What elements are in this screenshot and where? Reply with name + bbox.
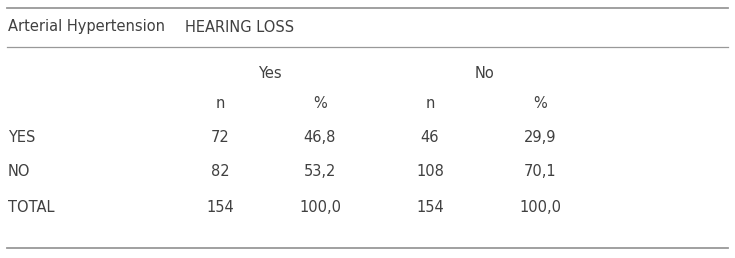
Text: 53,2: 53,2 [304, 165, 336, 180]
Text: TOTAL: TOTAL [8, 200, 54, 215]
Text: %: % [313, 95, 327, 110]
Text: 82: 82 [211, 165, 229, 180]
Text: 154: 154 [416, 200, 444, 215]
Text: n: n [215, 95, 225, 110]
Text: 46,8: 46,8 [304, 131, 336, 146]
Text: n: n [426, 95, 434, 110]
Text: 108: 108 [416, 165, 444, 180]
Text: 70,1: 70,1 [523, 165, 556, 180]
Text: 29,9: 29,9 [524, 131, 556, 146]
Text: 154: 154 [206, 200, 234, 215]
Text: No: No [475, 66, 495, 80]
Text: NO: NO [8, 165, 30, 180]
Text: 100,0: 100,0 [519, 200, 561, 215]
Text: Arterial Hypertension: Arterial Hypertension [8, 20, 165, 35]
Text: 72: 72 [211, 131, 229, 146]
Text: Yes: Yes [258, 66, 282, 80]
Text: 46: 46 [420, 131, 440, 146]
Text: HEARING LOSS: HEARING LOSS [185, 20, 294, 35]
Text: YES: YES [8, 131, 35, 146]
Text: %: % [533, 95, 547, 110]
Text: 100,0: 100,0 [299, 200, 341, 215]
